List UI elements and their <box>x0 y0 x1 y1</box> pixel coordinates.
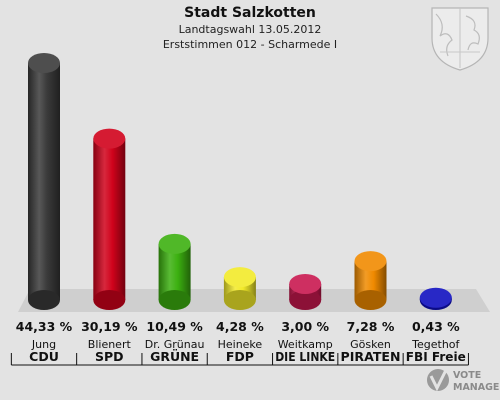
bar-die-linke <box>289 273 322 310</box>
label-separators <box>10 353 469 366</box>
candidate-label: Gösken <box>350 338 391 351</box>
value-label: 10,49 % <box>146 319 203 334</box>
bar-grüne <box>158 233 191 310</box>
value-label: 4,28 % <box>216 319 264 334</box>
bar-cdu <box>28 53 60 310</box>
candidate-label: Dr. Grünau <box>145 338 205 351</box>
category-label: PIRATEN <box>341 349 401 364</box>
category-label: FDP <box>226 349 254 364</box>
category-label: CDU <box>29 349 59 364</box>
category-label: DIE LINKE <box>275 349 335 364</box>
category-label: SPD <box>95 349 124 364</box>
watermark-manager: MANAGER <box>453 382 500 393</box>
watermark-vote: VOTE <box>453 370 481 381</box>
bar-fdp <box>223 267 256 310</box>
candidate-label: Heineke <box>218 338 263 351</box>
candidate-label: Blienert <box>88 338 132 351</box>
category-label: FBI Freie <box>406 349 466 364</box>
vote-manager-logo: VOTE MANAGER <box>427 367 500 393</box>
bar-fbi-freie <box>419 287 452 310</box>
value-label: 44,33 % <box>16 319 73 334</box>
value-label: 7,28 % <box>347 319 395 334</box>
value-label: 0,43 % <box>412 319 460 334</box>
category-label: GRÜNE <box>150 349 199 364</box>
value-label: 3,00 % <box>281 319 329 334</box>
candidate-label: Weitkamp <box>278 338 333 351</box>
value-label: 30,19 % <box>81 319 138 334</box>
candidate-label: Tegethof <box>411 338 460 351</box>
bar-piraten <box>354 251 387 310</box>
coat-of-arms-icon <box>431 7 489 71</box>
bar-spd <box>93 128 126 310</box>
chart-subtitle-election: Landtagswahl 13.05.2012 <box>179 23 322 36</box>
candidate-label: Jung <box>31 338 56 351</box>
chart-title: Stadt Salzkotten <box>184 5 316 21</box>
chart-subtitle-district: Erststimmen 012 - Scharmede I <box>163 38 337 51</box>
